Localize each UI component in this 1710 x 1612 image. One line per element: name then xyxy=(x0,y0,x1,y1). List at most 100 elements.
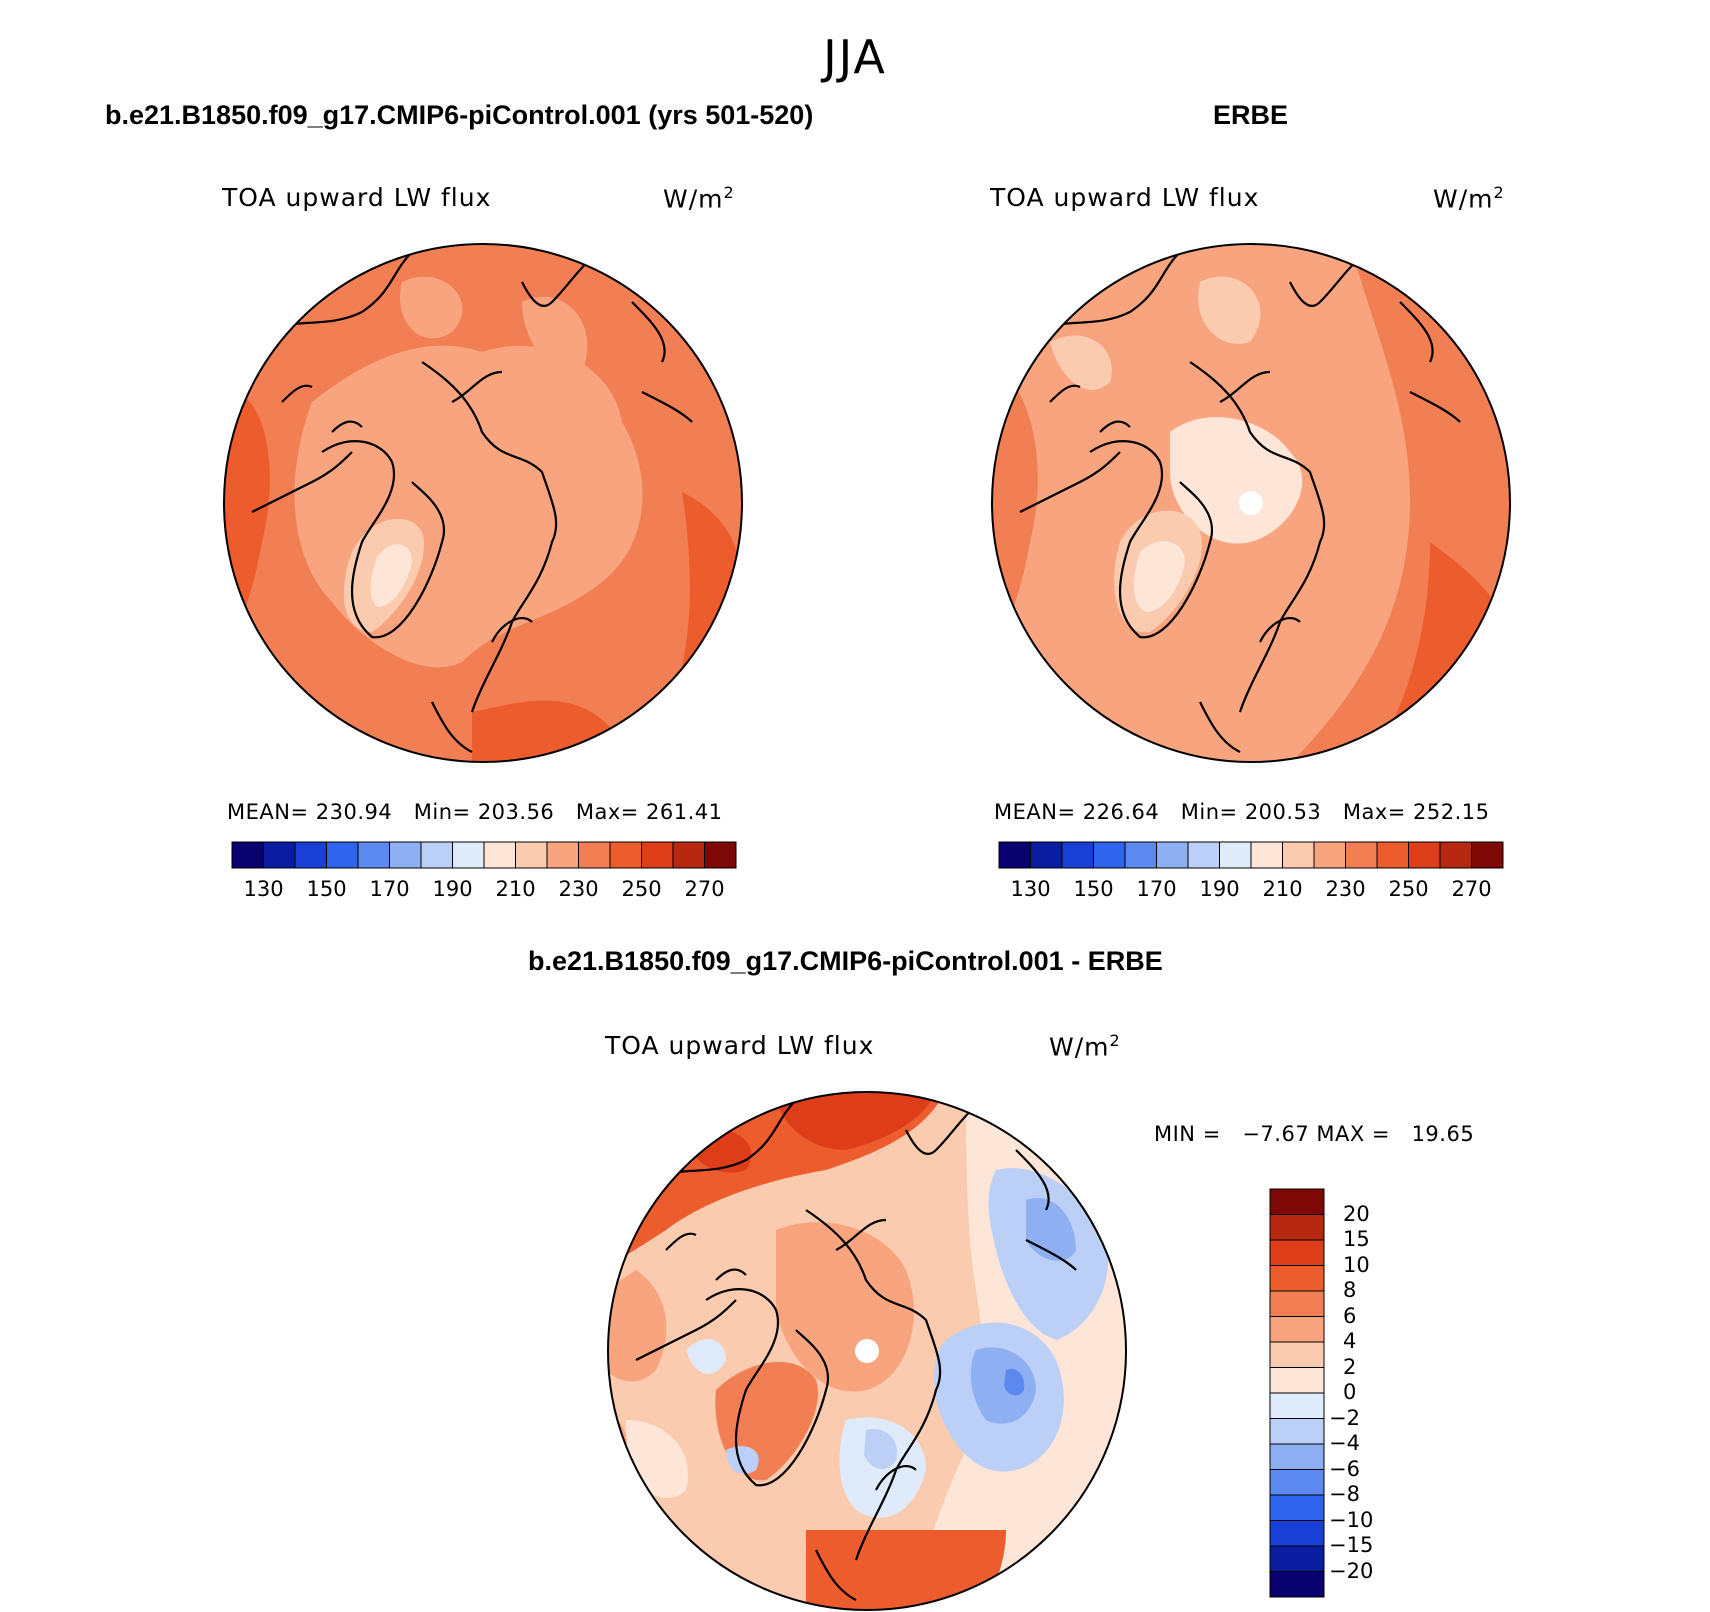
season-title: JJA xyxy=(823,30,887,84)
colorbar-tick-label: 130 xyxy=(243,877,284,901)
colorbar-swatch xyxy=(1376,841,1409,869)
colorbar-tick-label: 2 xyxy=(1343,1354,1357,1379)
colorbar-swatch xyxy=(1269,1290,1325,1317)
colorbar-tick-label: 190 xyxy=(1199,877,1240,901)
colorbar-swatch xyxy=(1250,841,1283,869)
colorbar-tick-label: 130 xyxy=(1010,877,1051,901)
colorbar-swatch xyxy=(1187,841,1220,869)
colorbar-swatch xyxy=(998,841,1031,869)
panel1-colorbar-ticks: 130 150 170 190 210 230 250 270 xyxy=(230,877,738,903)
colorbar-tick-label: −4 xyxy=(1329,1431,1360,1455)
colorbar-swatch xyxy=(1439,841,1472,869)
diff-title: b.e21.B1850.f09_g17.CMIP6-piControl.001 … xyxy=(528,946,1163,976)
colorbar-tick-label: 250 xyxy=(621,877,662,901)
colorbar-swatch xyxy=(483,841,516,869)
colorbar-swatch xyxy=(1313,841,1346,869)
colorbar-tick-label: 10 xyxy=(1343,1252,1370,1277)
colorbar-swatch xyxy=(1269,1214,1325,1241)
colorbar-swatch xyxy=(1269,1341,1325,1368)
diff-polar-map xyxy=(607,1091,1127,1611)
colorbar-swatch xyxy=(1269,1469,1325,1496)
colorbar-tick-label: 0 xyxy=(1343,1380,1357,1404)
colorbar-tick-label: 270 xyxy=(1451,877,1492,901)
colorbar-tick-label: −2 xyxy=(1329,1405,1360,1430)
colorbar-swatch xyxy=(1269,1239,1325,1266)
diff-units: W/m2 xyxy=(1049,1031,1121,1062)
colorbar-swatch xyxy=(1269,1520,1325,1547)
colorbar-swatch xyxy=(1269,1188,1325,1215)
panel1-stats: MEAN= 230.94 Min= 203.56 Max= 261.41 xyxy=(227,800,723,824)
panel1-case-title: b.e21.B1850.f09_g17.CMIP6-piControl.001 … xyxy=(105,100,814,130)
colorbar-tick-label: 150 xyxy=(1073,877,1114,901)
colorbar-tick-label: −10 xyxy=(1329,1507,1374,1532)
panel2-variable: TOA upward LW flux xyxy=(990,183,1260,212)
colorbar-tick-label: 230 xyxy=(1325,877,1366,901)
colorbar-swatch xyxy=(263,841,296,869)
colorbar-tick-label: 150 xyxy=(306,877,347,901)
colorbar-swatch xyxy=(389,841,422,869)
colorbar-swatch xyxy=(1269,1571,1325,1598)
colorbar-swatch xyxy=(1408,841,1441,869)
colorbar-tick-label: 170 xyxy=(369,877,410,901)
colorbar-tick-label: −8 xyxy=(1329,1482,1360,1506)
panel1-colorbar xyxy=(231,841,737,869)
colorbar-swatch xyxy=(1269,1443,1325,1470)
colorbar-swatch xyxy=(546,841,579,869)
colorbar-swatch xyxy=(1156,841,1189,869)
colorbar-swatch xyxy=(578,841,611,869)
colorbar-swatch xyxy=(420,841,453,869)
colorbar-swatch xyxy=(672,841,705,869)
colorbar-swatch xyxy=(1219,841,1252,869)
panel2-colorbar xyxy=(998,841,1504,869)
colorbar-swatch xyxy=(326,841,359,869)
colorbar-swatch xyxy=(704,841,737,869)
diff-colorbar-ticks: 20 15 10 8 6 4 2 0 −2 −4 −6 −8 −10 −15 −20 xyxy=(1329,1187,1455,1599)
diff-colorbar xyxy=(1269,1188,1325,1598)
colorbar-tick-label: 190 xyxy=(432,877,473,901)
panel2-case-title: ERBE xyxy=(1213,100,1289,130)
colorbar-swatch xyxy=(1269,1494,1325,1521)
colorbar-swatch xyxy=(609,841,642,869)
panel1-polar-map xyxy=(223,243,743,763)
diff-stats: MIN = −7.67 MAX = 19.65 xyxy=(1154,1122,1475,1146)
colorbar-tick-label: 6 xyxy=(1343,1303,1357,1328)
colorbar-tick-label: 270 xyxy=(684,877,725,901)
colorbar-tick-label: 250 xyxy=(1388,877,1429,901)
colorbar-swatch xyxy=(1030,841,1063,869)
colorbar-tick-label: 4 xyxy=(1343,1329,1357,1353)
colorbar-swatch xyxy=(1269,1418,1325,1445)
colorbar-tick-label: 210 xyxy=(1262,877,1303,901)
colorbar-tick-label: 20 xyxy=(1343,1201,1370,1226)
colorbar-swatch xyxy=(1269,1367,1325,1394)
colorbar-swatch xyxy=(1124,841,1157,869)
colorbar-swatch xyxy=(231,841,264,869)
panel1-units: W/m2 xyxy=(663,183,735,214)
panel2-colorbar-ticks: 130 150 170 190 210 230 250 270 xyxy=(997,877,1505,903)
colorbar-swatch xyxy=(1471,841,1504,869)
colorbar-swatch xyxy=(1269,1316,1325,1343)
colorbar-swatch xyxy=(1282,841,1315,869)
colorbar-swatch xyxy=(294,841,327,869)
colorbar-tick-label: −15 xyxy=(1329,1533,1374,1557)
colorbar-swatch xyxy=(357,841,390,869)
colorbar-swatch xyxy=(1061,841,1094,869)
panel2-polar-map xyxy=(991,243,1511,763)
colorbar-swatch xyxy=(1269,1265,1325,1292)
colorbar-tick-label: 210 xyxy=(495,877,536,901)
panel1-variable: TOA upward LW flux xyxy=(222,183,492,212)
panel2-stats: MEAN= 226.64 Min= 200.53 Max= 252.15 xyxy=(994,800,1490,824)
colorbar-tick-label: 230 xyxy=(558,877,599,901)
colorbar-swatch xyxy=(1269,1392,1325,1419)
colorbar-tick-label: 15 xyxy=(1343,1227,1370,1251)
colorbar-swatch xyxy=(515,841,548,869)
colorbar-tick-label: 170 xyxy=(1136,877,1177,901)
colorbar-swatch xyxy=(1345,841,1378,869)
colorbar-swatch xyxy=(452,841,485,869)
colorbar-tick-label: 8 xyxy=(1343,1278,1357,1302)
colorbar-swatch xyxy=(1269,1545,1325,1572)
colorbar-swatch xyxy=(1093,841,1126,869)
diff-variable: TOA upward LW flux xyxy=(605,1031,875,1060)
colorbar-tick-label: −20 xyxy=(1329,1558,1374,1583)
colorbar-swatch xyxy=(641,841,674,869)
panel2-units: W/m2 xyxy=(1433,183,1505,214)
